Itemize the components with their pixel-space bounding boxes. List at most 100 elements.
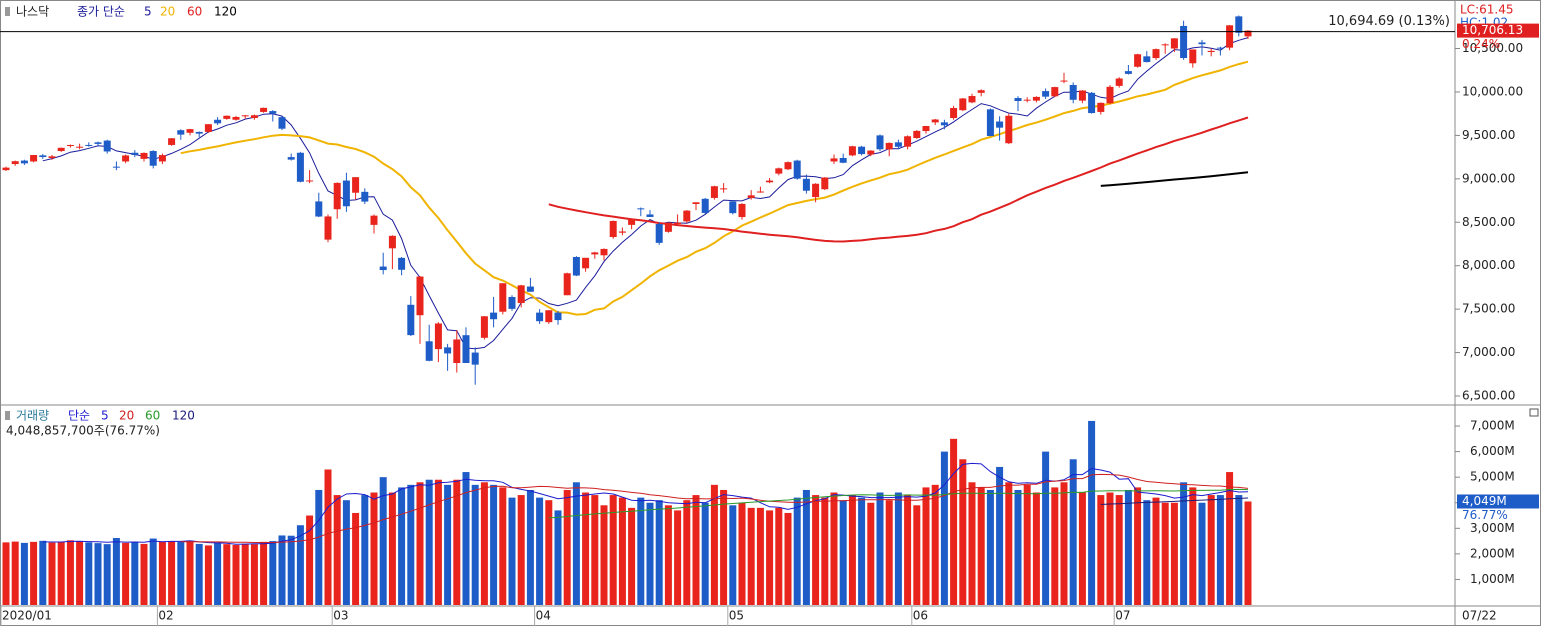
candle-body (674, 222, 682, 225)
volume-bar (1143, 500, 1151, 605)
candle-body (756, 191, 764, 193)
candle-body (931, 119, 939, 123)
volume-bar (839, 500, 847, 605)
candle-body (1189, 49, 1197, 64)
candle-body (848, 146, 856, 156)
candle-body (177, 130, 185, 135)
y-tick-label: 10,000.00 (1462, 84, 1523, 98)
y-tick-label: 6,500.00 (1462, 389, 1515, 403)
volume-bar (802, 489, 810, 605)
volume-bar (821, 497, 829, 605)
volume-bar (738, 502, 746, 605)
volume-bar (85, 542, 93, 605)
volume-bar (766, 510, 774, 605)
volume-bar (76, 541, 84, 605)
candle-body (536, 312, 544, 322)
candle-body (1143, 56, 1151, 63)
volume-bar (223, 544, 231, 605)
volume-bar (536, 497, 544, 605)
volume-bar (646, 502, 654, 605)
volume-bar (186, 540, 194, 605)
volume-bar (296, 525, 304, 605)
volume-bar (122, 542, 130, 605)
candle-body (122, 155, 130, 162)
candle-body (388, 235, 396, 249)
volume-bar (1180, 482, 1188, 605)
candle-body (959, 98, 967, 111)
candle-body (490, 312, 498, 320)
candle-body (747, 195, 755, 198)
candle-body (195, 131, 203, 134)
volume-bar (572, 482, 580, 605)
candle-body (729, 201, 737, 214)
volume-bar (710, 484, 718, 605)
volume-bar (352, 512, 360, 605)
reference-label: 10,694.69 (0.13%) (1328, 14, 1450, 29)
candle-body (885, 142, 893, 150)
candle-body (1023, 99, 1031, 101)
candle-body (1235, 16, 1243, 33)
volume-bar (1014, 489, 1022, 605)
candle-body (986, 109, 994, 137)
volume-bar (1235, 495, 1243, 605)
candle-body (269, 111, 277, 114)
candle-body (701, 198, 709, 213)
candle-body (76, 146, 84, 148)
candle-body (140, 152, 148, 159)
candle-body (517, 285, 525, 304)
candle-body (766, 180, 774, 183)
volume-bar (269, 541, 277, 605)
volume-bar (674, 510, 682, 605)
y-tick-label: 7,000.00 (1462, 345, 1515, 359)
volume-bar (683, 500, 691, 605)
candle-body (867, 150, 875, 155)
candle-body (11, 161, 19, 165)
volume-bar (858, 497, 866, 605)
candle-body (968, 96, 976, 103)
y-tick-label: 7,500.00 (1462, 302, 1515, 316)
volume-bar (306, 515, 314, 605)
y-tick-label: 8,000.00 (1462, 258, 1515, 272)
candle-body (876, 135, 884, 150)
volume-bar (904, 495, 912, 605)
volume-bar (66, 540, 74, 605)
volume-bar (977, 487, 985, 605)
volume-bar (655, 500, 663, 605)
ma-period: 60 (187, 5, 202, 19)
volume-bar (729, 505, 737, 605)
candle-body (950, 108, 958, 119)
volume-bar (315, 489, 323, 605)
candle-body (858, 146, 866, 155)
candle-body (913, 130, 921, 138)
candle-body (214, 119, 222, 124)
volume-bar (103, 544, 111, 605)
candle-body (471, 352, 479, 365)
volume-bar (996, 466, 1004, 605)
ma-line (180, 60, 1249, 316)
candle-body (416, 276, 424, 316)
close-button[interactable] (1529, 408, 1539, 417)
volume-bar (204, 545, 212, 605)
volume-bar (250, 544, 258, 605)
candle-body (379, 266, 387, 271)
volume-bar (563, 489, 571, 605)
volume-bar (986, 489, 994, 605)
y-tick-label: 8,500.00 (1462, 215, 1515, 229)
volume-bar (499, 487, 507, 605)
candle-body (499, 283, 507, 312)
volume-bar (894, 492, 902, 605)
volume-bar (1152, 497, 1160, 605)
candle-body (1088, 92, 1096, 114)
volume-bar (1189, 487, 1197, 605)
volume-bar (2, 542, 10, 605)
candle-body (563, 273, 571, 296)
volume-bar (1088, 420, 1096, 605)
volume-bar (388, 492, 396, 605)
volume-bar (324, 469, 332, 605)
candle-body (1106, 86, 1114, 104)
candle-body (66, 145, 74, 147)
candle-body (784, 162, 792, 170)
candle-body (1051, 87, 1059, 97)
y-tick-label: 9,500.00 (1462, 128, 1515, 142)
candle-body (1180, 25, 1188, 58)
